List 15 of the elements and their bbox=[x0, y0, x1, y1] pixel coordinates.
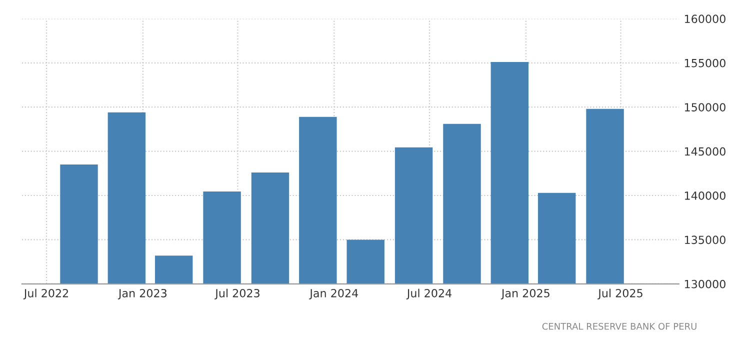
y-tick-label: 130000 bbox=[684, 280, 726, 288]
text: CENTRAL RESERVE BANK OF PERU bbox=[542, 322, 696, 330]
x-tick-label: Jan 2024 bbox=[309, 288, 358, 300]
x-tick-label: Jul 2024 bbox=[406, 288, 452, 300]
y-tick-label: 140000 bbox=[684, 191, 726, 200]
x-tick-label: Jul 2025 bbox=[598, 288, 642, 300]
x-tick-label: Jul 2023 bbox=[214, 288, 260, 300]
x-tick-label: Jan 2025 bbox=[500, 288, 550, 300]
y-tick-label: 135000 bbox=[684, 236, 726, 244]
x-tick-label: Jan 2023 bbox=[118, 288, 167, 300]
y-tick-label: 145000 bbox=[684, 147, 726, 156]
y-tick-label: 160000 bbox=[684, 14, 726, 24]
y-tick-label: 150000 bbox=[684, 103, 726, 112]
y-tick-label: 155000 bbox=[684, 58, 726, 68]
x-tick-label: Jul 2022 bbox=[23, 288, 68, 300]
